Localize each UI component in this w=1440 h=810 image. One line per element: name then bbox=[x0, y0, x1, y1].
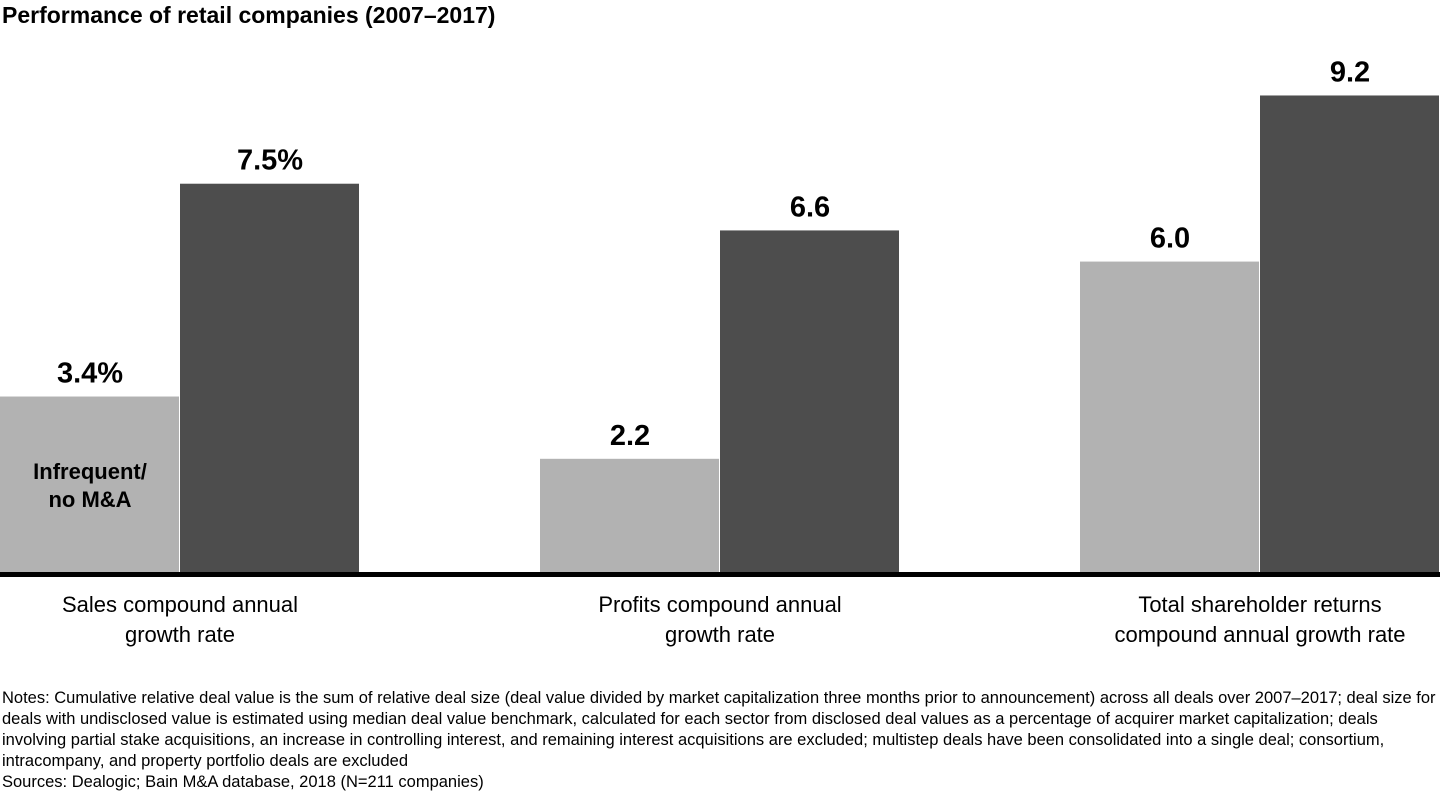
bar bbox=[540, 458, 719, 573]
data-label: 3.4% bbox=[57, 358, 123, 390]
bar bbox=[1260, 95, 1439, 573]
bar bbox=[720, 230, 899, 573]
notes-block: Notes: Cumulative relative deal value is… bbox=[2, 688, 1440, 793]
series-legend-label: Infrequent/no M&A bbox=[33, 459, 147, 512]
data-label: 2.2 bbox=[610, 420, 650, 452]
data-label: 9.2 bbox=[1330, 56, 1370, 88]
data-label: 6.6 bbox=[790, 191, 830, 223]
notes-text: Notes: Cumulative relative deal value is… bbox=[2, 689, 1436, 770]
sources-text: Sources: Dealogic; Bain M&A database, 20… bbox=[2, 773, 484, 791]
chart-title: Performance of retail companies (2007–20… bbox=[2, 2, 496, 28]
bar bbox=[1080, 261, 1259, 573]
category-label: Sales compound annual growth rate bbox=[61, 592, 299, 647]
category-label: Total shareholder returns compound annual… bbox=[1114, 592, 1406, 647]
data-label: 7.5% bbox=[237, 145, 303, 177]
data-label: 6.0 bbox=[1150, 223, 1190, 255]
bar bbox=[0, 396, 179, 573]
bar bbox=[180, 183, 359, 573]
category-label: Profits compound annual growth rate bbox=[598, 592, 842, 647]
bar-chart: 3.4% 7.5% 2.2 6.6 6.0 9.2 Infrequent/no M&A bbox=[0, 56, 1440, 577]
